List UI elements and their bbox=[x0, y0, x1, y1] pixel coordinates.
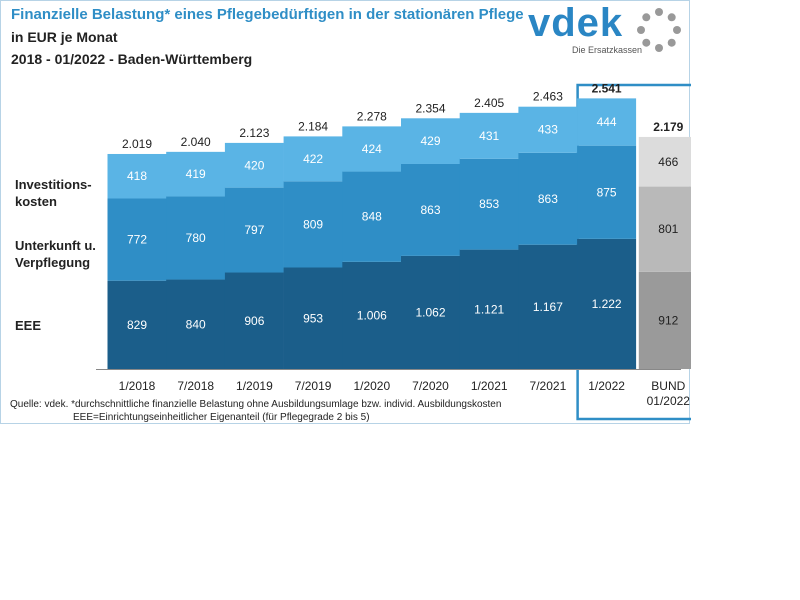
bar-eee-2 bbox=[224, 272, 284, 369]
total-label-0: 2.019 bbox=[122, 137, 152, 151]
bar-unterkunft-2 bbox=[224, 187, 284, 273]
bar-unterkunft-8 bbox=[577, 145, 637, 239]
legend-invest-line2: kosten bbox=[15, 194, 57, 209]
bar-eee-1 bbox=[166, 279, 226, 369]
bar-invest-1 bbox=[166, 151, 226, 197]
bar-label-invest-8: 444 bbox=[597, 115, 617, 129]
legend-eee: EEE bbox=[15, 318, 42, 333]
bar-label-unterkunft-6: 853 bbox=[479, 197, 499, 211]
bar-unterkunft-0 bbox=[107, 198, 167, 281]
bar-label-eee-7: 1.167 bbox=[533, 300, 563, 314]
tick-label-9-1: 01/2022 bbox=[647, 394, 691, 408]
bar-eee-4 bbox=[342, 261, 402, 369]
bar-eee-3 bbox=[283, 267, 343, 369]
bar-label-eee-1: 840 bbox=[186, 317, 206, 331]
bar-invest-6 bbox=[459, 112, 519, 159]
bar-invest-2 bbox=[224, 142, 284, 188]
bar-label-unterkunft-9: 801 bbox=[658, 222, 678, 236]
tick-label-7-0: 7/2021 bbox=[530, 379, 567, 393]
total-label-3: 2.184 bbox=[298, 119, 328, 133]
tick-label-1-0: 7/2018 bbox=[177, 379, 214, 393]
legend-unterkunft-line1: Unterkunft u. bbox=[15, 238, 96, 253]
bar-label-invest-2: 420 bbox=[244, 158, 264, 172]
bar-invest-7 bbox=[518, 106, 578, 153]
tick-label-9-0: BUND bbox=[651, 379, 685, 393]
bar-eee-6 bbox=[459, 249, 519, 369]
legend-unterkunft: Unterkunft u. Verpflegung bbox=[15, 237, 96, 271]
total-label-7: 2.463 bbox=[533, 90, 563, 104]
bar-unterkunft-7 bbox=[518, 152, 578, 245]
bar-label-unterkunft-8: 875 bbox=[597, 185, 617, 199]
total-label-8: 2.541 bbox=[592, 81, 622, 95]
bar-eee-0 bbox=[107, 280, 167, 369]
bar-chart: 829 772 418 2.019 1/2018 840 780 419 2.040 7/2018… bbox=[96, 81, 691, 421]
tick-label-0-0: 1/2018 bbox=[119, 379, 156, 393]
total-label-6: 2.405 bbox=[474, 96, 504, 110]
bar-eee-9 bbox=[638, 271, 691, 369]
bar-label-unterkunft-2: 797 bbox=[244, 223, 264, 237]
bar-label-eee-8: 1.222 bbox=[592, 297, 622, 311]
legend-invest-line1: Investitions- bbox=[15, 177, 92, 192]
bar-unterkunft-1 bbox=[166, 196, 226, 280]
bar-invest-9 bbox=[638, 136, 691, 187]
footer-eee-note: EEE=Einrichtungseinheitlicher Eigenantei… bbox=[73, 412, 370, 423]
bar-label-unterkunft-1: 780 bbox=[186, 231, 206, 245]
bar-unterkunft-5 bbox=[401, 163, 460, 256]
bar-invest-4 bbox=[342, 126, 402, 172]
bar-label-invest-0: 418 bbox=[127, 169, 147, 183]
footer-source: Quelle: vdek. *durchschnittliche finanzi… bbox=[10, 399, 502, 410]
bar-label-eee-3: 953 bbox=[303, 311, 323, 325]
bar-unterkunft-9 bbox=[638, 186, 691, 272]
bar-label-unterkunft-5: 863 bbox=[420, 203, 440, 217]
bar-unterkunft-3 bbox=[283, 181, 343, 268]
bar-label-invest-3: 422 bbox=[303, 152, 323, 166]
bar-label-invest-5: 429 bbox=[420, 134, 440, 148]
tick-label-6-0: 1/2021 bbox=[471, 379, 508, 393]
tick-label-3-0: 7/2019 bbox=[295, 379, 332, 393]
legend-unterkunft-line2: Verpflegung bbox=[15, 255, 91, 270]
total-label-2: 2.123 bbox=[239, 126, 269, 140]
bar-invest-0 bbox=[107, 153, 167, 199]
bar-label-eee-5: 1.062 bbox=[415, 305, 445, 319]
bar-eee-5 bbox=[401, 255, 460, 369]
total-label-9: 2.179 bbox=[653, 120, 683, 134]
vdek-logo: vdek Die Ersatzkassen bbox=[528, 1, 688, 61]
bar-label-unterkunft-4: 848 bbox=[362, 210, 382, 224]
bar-label-eee-9: 912 bbox=[658, 313, 678, 327]
bar-eee-8 bbox=[577, 238, 637, 369]
bar-unterkunft-6 bbox=[459, 158, 519, 250]
logo-text: vdek bbox=[528, 1, 624, 45]
tick-label-4-0: 1/2020 bbox=[353, 379, 390, 393]
logo-subtitle: Die Ersatzkassen bbox=[572, 45, 643, 55]
tick-label-8-0: 1/2022 bbox=[588, 379, 625, 393]
bar-label-eee-6: 1.121 bbox=[474, 302, 504, 316]
chart-title: Finanzielle Belastung* eines Pflegebedür… bbox=[11, 6, 524, 23]
unit-line: in EUR je Monat bbox=[11, 29, 118, 45]
chart-frame: Finanzielle Belastung* eines Pflegebedür… bbox=[0, 0, 691, 424]
total-label-5: 2.354 bbox=[415, 101, 445, 115]
bar-invest-3 bbox=[283, 136, 343, 182]
total-label-1: 2.040 bbox=[181, 135, 211, 149]
bar-label-invest-7: 433 bbox=[538, 123, 558, 137]
bar-label-invest-1: 419 bbox=[186, 167, 206, 181]
bar-unterkunft-4 bbox=[342, 171, 402, 262]
bar-label-unterkunft-3: 809 bbox=[303, 217, 323, 231]
bar-invest-5 bbox=[401, 118, 460, 164]
bar-label-eee-2: 906 bbox=[244, 314, 264, 328]
tick-label-2-0: 1/2019 bbox=[236, 379, 273, 393]
bar-label-eee-0: 829 bbox=[127, 318, 147, 332]
bar-invest-8 bbox=[577, 98, 637, 146]
total-label-4: 2.278 bbox=[357, 109, 387, 123]
bar-label-unterkunft-0: 772 bbox=[127, 233, 147, 247]
bar-label-unterkunft-7: 863 bbox=[538, 192, 558, 206]
bar-label-invest-6: 431 bbox=[479, 129, 499, 143]
bar-label-invest-4: 424 bbox=[362, 142, 382, 156]
tick-label-5-0: 7/2020 bbox=[412, 379, 449, 393]
logo-dots-icon bbox=[637, 8, 681, 52]
bar-label-eee-4: 1.006 bbox=[357, 308, 387, 322]
bar-label-invest-9: 466 bbox=[658, 155, 678, 169]
bar-eee-7 bbox=[518, 244, 578, 369]
legend-invest: Investitions- kosten bbox=[15, 176, 92, 210]
period-line: 2018 - 01/2022 - Baden-Württemberg bbox=[11, 51, 253, 67]
